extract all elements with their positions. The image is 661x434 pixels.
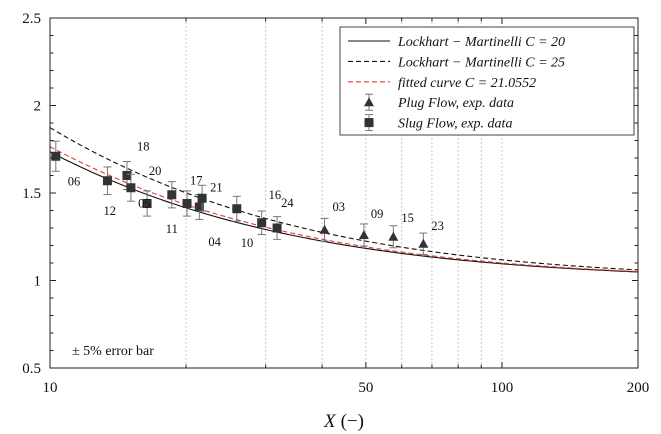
- point-label: 12: [103, 204, 116, 218]
- x-tick-label: 200: [627, 380, 650, 396]
- square-marker: [272, 223, 282, 233]
- square-marker: [142, 199, 152, 208]
- legend-label: Slug Flow, exp. data: [398, 117, 512, 132]
- point-label: 15: [401, 211, 414, 225]
- y-tick-label: 1: [34, 274, 42, 290]
- y-tick-label: 2.5: [22, 11, 41, 27]
- point-label: 10: [241, 236, 254, 250]
- square-marker: [364, 118, 374, 128]
- point-label: 23: [431, 219, 444, 233]
- square-marker: [167, 190, 177, 200]
- legend-label: Lockhart − Martinelli C = 25: [397, 55, 565, 70]
- square-marker: [126, 183, 136, 193]
- square-marker: [182, 199, 192, 208]
- triangle-marker: [418, 238, 429, 248]
- legend-box: [339, 26, 635, 136]
- triangle-marker: [319, 224, 330, 234]
- y-tick-label: 2: [34, 99, 42, 115]
- curve-line: [49, 127, 639, 271]
- x-axis-label: X (−): [323, 411, 364, 432]
- legend-label: Plug Flow, exp. data: [397, 96, 514, 111]
- square-marker: [197, 193, 207, 203]
- x-axis-variable: X: [323, 411, 337, 432]
- point-label: 17: [190, 174, 203, 188]
- square-marker: [51, 151, 61, 161]
- point-label: 11: [166, 222, 178, 236]
- point-label: 24: [281, 196, 294, 210]
- square-marker: [232, 204, 242, 214]
- error-bar-note: ± 5% error bar: [72, 344, 154, 359]
- triangle-marker: [388, 231, 399, 241]
- point-label: 20: [149, 164, 162, 178]
- point-label: 09: [371, 207, 384, 221]
- y-tick-label: 0.5: [22, 361, 41, 377]
- square-marker: [102, 176, 112, 186]
- point-label: 16: [269, 188, 282, 202]
- square-marker: [257, 218, 267, 228]
- point-label: 21: [210, 180, 223, 194]
- point-label: 06: [68, 174, 81, 188]
- y-tick-label: 1.5: [22, 186, 41, 202]
- triangle-marker: [358, 230, 369, 239]
- point-label: 05: [138, 197, 151, 211]
- x-tick-label: 50: [358, 380, 373, 396]
- curve-line: [49, 151, 639, 273]
- triangle-marker: [364, 97, 374, 107]
- x-tick-label: 10: [43, 380, 58, 396]
- legend-label: Lockhart − Martinelli C = 20: [397, 35, 565, 50]
- point-label: 03: [333, 200, 346, 214]
- legend: Lockhart − Martinelli C = 20 Lockhart − M…: [339, 26, 635, 136]
- point-label: 04: [208, 235, 221, 249]
- x-axis-unit: (−): [341, 411, 364, 432]
- axis-ticks: 10 50 100 200 0.5 1 1.5 2 2.5: [22, 11, 649, 396]
- point-label: 18: [137, 140, 150, 154]
- square-marker: [194, 202, 204, 212]
- square-marker: [122, 171, 132, 180]
- x-tick-label: 100: [491, 380, 514, 396]
- legend-label: fitted curve C = 21.0552: [398, 76, 536, 91]
